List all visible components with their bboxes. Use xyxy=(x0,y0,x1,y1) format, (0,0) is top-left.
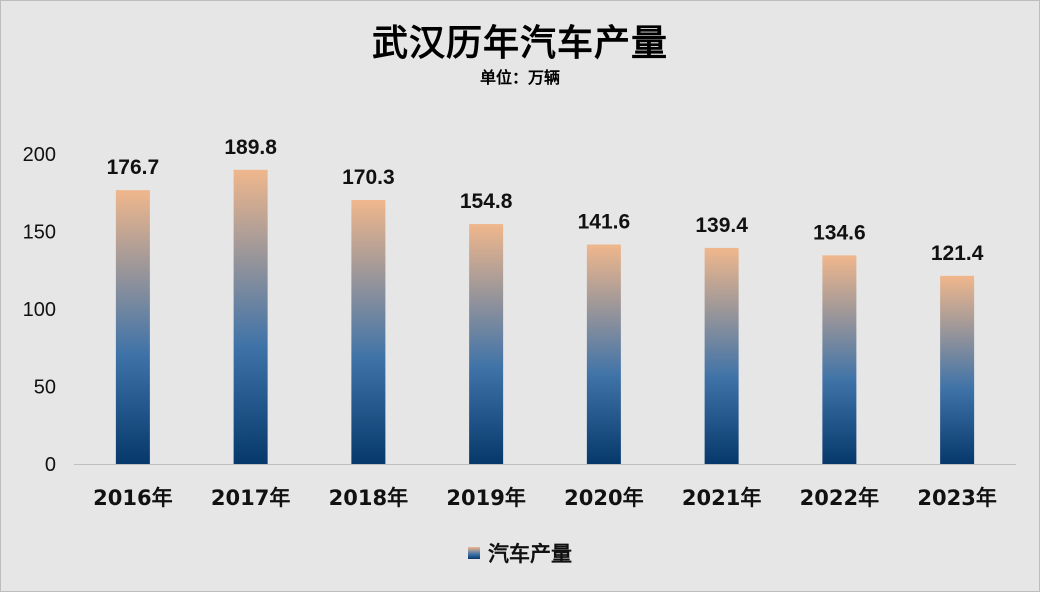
x-tick-label: 2016年 xyxy=(93,486,172,510)
bar xyxy=(351,200,386,464)
data-label: 134.6 xyxy=(813,221,866,244)
x-tick-label: 2017年 xyxy=(211,486,290,510)
x-tick-label: 2019年 xyxy=(446,486,525,510)
bar-series xyxy=(115,169,975,465)
y-tick-label: 100 xyxy=(23,299,56,321)
bar xyxy=(469,224,504,464)
x-tick-label: 2018年 xyxy=(329,486,408,510)
data-label: 154.8 xyxy=(460,190,513,213)
chart-subtitle: 单位：万辆 xyxy=(479,68,560,87)
x-tick-label: 2022年 xyxy=(800,486,879,510)
legend: 汽车产量 xyxy=(0,538,1040,568)
x-tick-label: 2021年 xyxy=(682,486,761,510)
y-tick-label: 50 xyxy=(34,377,56,399)
data-label: 141.6 xyxy=(578,211,631,234)
data-label: 170.3 xyxy=(342,166,395,189)
bar xyxy=(940,275,975,464)
data-labels: 176.7 189.8 170.3 154.8 141.6 139.4 134.6 121.4 xyxy=(107,136,984,265)
y-axis: 0 50 100 150 200 xyxy=(23,144,1016,476)
bar xyxy=(586,244,621,464)
y-tick-label: 0 xyxy=(45,454,56,476)
y-tick-label: 200 xyxy=(23,144,56,166)
y-tick-label: 150 xyxy=(23,222,56,244)
legend-swatch xyxy=(468,547,480,559)
bar xyxy=(822,255,857,464)
legend-label: 汽车产量 xyxy=(488,542,572,566)
bar xyxy=(115,190,150,465)
data-label: 139.4 xyxy=(695,214,748,237)
data-label: 176.7 xyxy=(107,156,160,179)
x-tick-label: 2023年 xyxy=(917,486,996,510)
bar xyxy=(704,247,739,464)
chart-title: 武汉历年汽车产量 xyxy=(371,23,668,64)
x-tick-label: 2020年 xyxy=(564,486,643,510)
bar xyxy=(233,169,268,464)
data-label: 121.4 xyxy=(931,242,984,265)
data-label: 189.8 xyxy=(224,136,277,159)
x-axis: 2016年 2017年 2018年 2019年 2020年 2021年 2022年 2023年 xyxy=(93,486,997,510)
